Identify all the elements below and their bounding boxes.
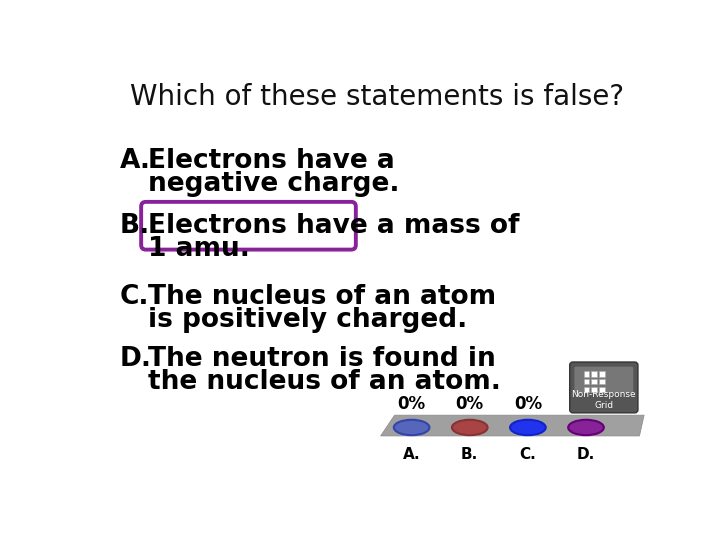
Text: the nucleus of an atom.: the nucleus of an atom. <box>148 369 501 395</box>
Text: C.: C. <box>520 447 536 462</box>
Polygon shape <box>381 415 644 436</box>
Text: negative charge.: negative charge. <box>148 171 400 197</box>
Text: A.: A. <box>120 148 150 174</box>
Text: 0%: 0% <box>456 395 484 414</box>
Text: The nucleus of an atom: The nucleus of an atom <box>148 284 496 310</box>
Text: is positively charged.: is positively charged. <box>148 307 467 333</box>
Text: B.: B. <box>461 447 478 462</box>
Text: Non-Response
Grid: Non-Response Grid <box>572 390 636 410</box>
FancyBboxPatch shape <box>584 387 589 392</box>
Text: 0%: 0% <box>514 395 542 414</box>
Text: Electrons have a mass of: Electrons have a mass of <box>148 213 520 239</box>
Ellipse shape <box>510 420 546 435</box>
FancyBboxPatch shape <box>591 379 597 384</box>
FancyBboxPatch shape <box>599 387 605 392</box>
Text: C.: C. <box>120 284 149 310</box>
FancyBboxPatch shape <box>591 372 597 377</box>
Ellipse shape <box>452 420 487 435</box>
Text: A.: A. <box>402 447 420 462</box>
FancyBboxPatch shape <box>575 367 634 393</box>
Ellipse shape <box>394 420 429 435</box>
Text: 0%: 0% <box>397 395 426 414</box>
FancyBboxPatch shape <box>599 372 605 377</box>
Text: D.: D. <box>120 346 151 372</box>
Text: Which of these statements is false?: Which of these statements is false? <box>130 83 624 111</box>
Text: The neutron is found in: The neutron is found in <box>148 346 496 372</box>
Text: 0%: 0% <box>572 395 600 414</box>
Text: Electrons have a: Electrons have a <box>148 148 395 174</box>
FancyBboxPatch shape <box>584 372 589 377</box>
FancyBboxPatch shape <box>570 362 638 413</box>
FancyBboxPatch shape <box>584 379 589 384</box>
FancyBboxPatch shape <box>591 387 597 392</box>
FancyBboxPatch shape <box>599 379 605 384</box>
Text: D.: D. <box>577 447 595 462</box>
FancyBboxPatch shape <box>141 202 356 249</box>
Text: 1 amu.: 1 amu. <box>148 236 250 262</box>
Text: B.: B. <box>120 213 150 239</box>
Ellipse shape <box>568 420 604 435</box>
